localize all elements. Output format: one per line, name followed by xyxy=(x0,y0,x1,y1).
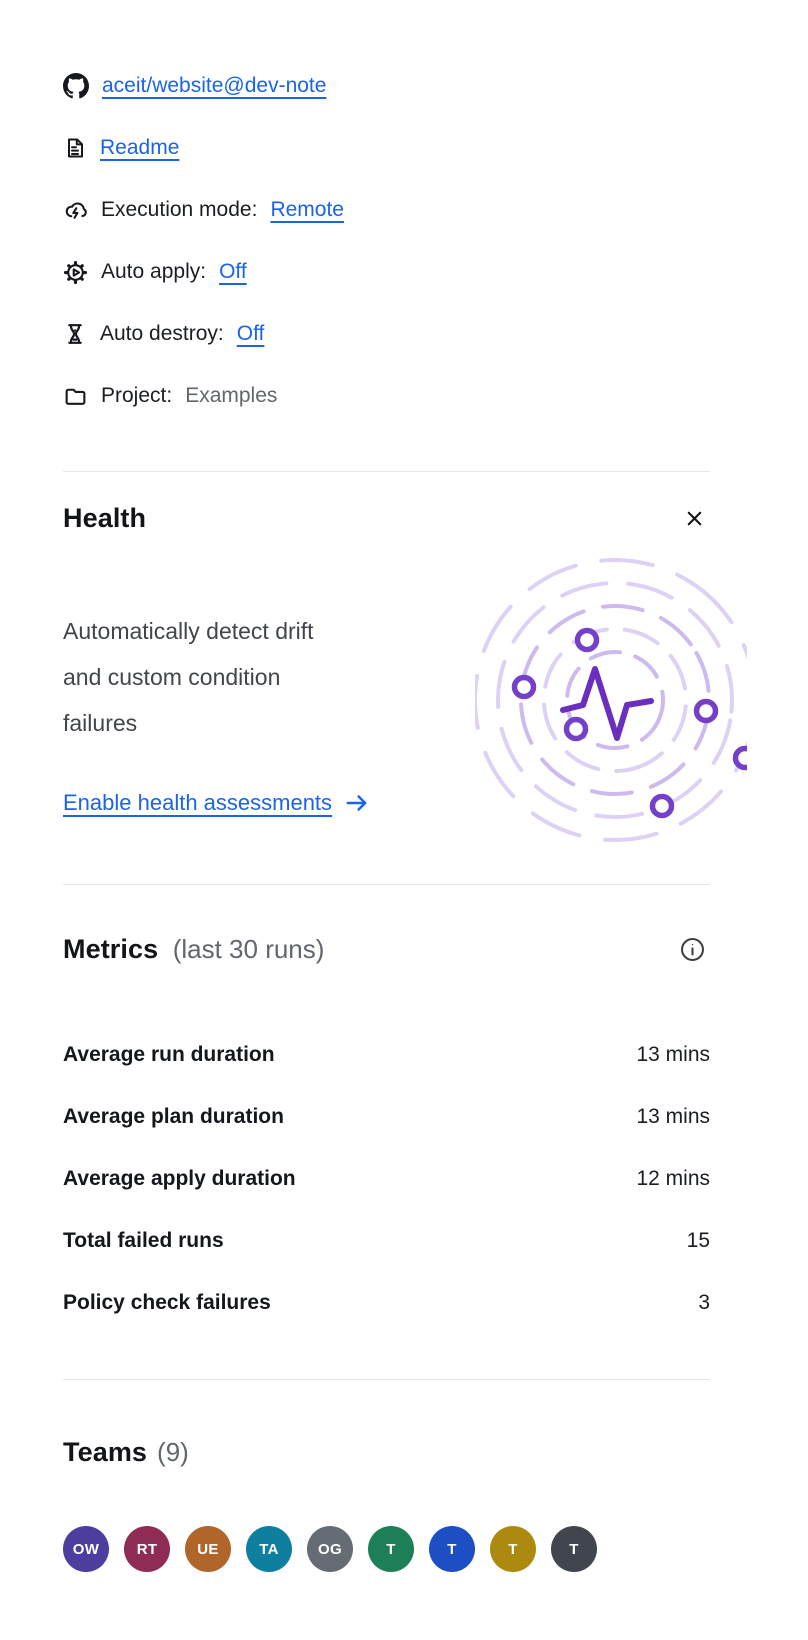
metric-row: Average plan duration 13 mins xyxy=(63,1086,710,1148)
health-description-line: failures xyxy=(63,710,138,736)
metric-row: Policy check failures 3 xyxy=(63,1272,710,1334)
team-avatar[interactable]: RT xyxy=(124,1526,170,1572)
teams-heading: Teams (9) xyxy=(63,1432,710,1472)
execution-mode-row: Execution mode: Remote xyxy=(63,179,710,241)
team-avatar[interactable]: OW xyxy=(63,1526,109,1572)
gear-play-icon xyxy=(63,260,88,284)
auto-apply-row: Auto apply: Off xyxy=(63,241,710,303)
project-value: Examples xyxy=(185,384,278,407)
divider xyxy=(63,884,710,885)
health-section: Health Automatically detect drift and cu… xyxy=(63,498,710,818)
folder-icon xyxy=(65,388,86,405)
teams-count: (9) xyxy=(157,1436,189,1467)
execution-mode-label: Execution mode: xyxy=(101,198,258,221)
health-description: Automatically detect drift and custom co… xyxy=(63,608,463,746)
metrics-table: Average run duration 13 mins Average pla… xyxy=(63,1024,710,1334)
vcs-repo-link[interactable]: aceit/website@dev-note xyxy=(102,74,327,97)
team-avatar[interactable]: T xyxy=(490,1526,536,1572)
info-icon xyxy=(681,937,704,961)
team-avatar[interactable]: OG xyxy=(307,1526,353,1572)
github-icon xyxy=(63,73,89,99)
metric-value: 13 mins xyxy=(636,1043,710,1066)
auto-apply-link[interactable]: Off xyxy=(219,260,247,283)
teams-section: Teams (9) OW RT UE TA OG T T T T xyxy=(63,1432,710,1572)
metrics-section: Metrics (last 30 runs) Average run durat… xyxy=(63,929,710,1334)
readme-file-icon xyxy=(68,138,83,158)
health-title: Health xyxy=(63,502,147,533)
metric-value: 3 xyxy=(698,1291,710,1314)
health-description-line: Automatically detect drift xyxy=(63,618,314,644)
team-avatar[interactable]: T xyxy=(429,1526,475,1572)
arrow-right-icon xyxy=(346,795,367,811)
team-avatar[interactable]: T xyxy=(368,1526,414,1572)
team-avatar[interactable]: UE xyxy=(185,1526,231,1572)
metric-label: Policy check failures xyxy=(63,1291,271,1314)
auto-destroy-link[interactable]: Off xyxy=(236,322,265,345)
metric-row: Average apply duration 12 mins xyxy=(63,1148,710,1210)
vcs-repo-row: aceit/website@dev-note xyxy=(63,55,710,117)
metric-row: Average run duration 13 mins xyxy=(63,1024,710,1086)
metric-label: Average apply duration xyxy=(63,1167,296,1190)
auto-destroy-row: Auto destroy: Off xyxy=(63,303,710,365)
project-label: Project: xyxy=(101,384,173,407)
auto-destroy-label: Auto destroy: xyxy=(100,322,224,345)
divider xyxy=(63,1379,710,1380)
health-description-line: and custom condition xyxy=(63,664,281,690)
team-avatar[interactable]: T xyxy=(551,1526,597,1572)
workspace-details-list: aceit/website@dev-note Readme Execution … xyxy=(63,55,710,427)
metrics-heading: Metrics (last 30 runs) xyxy=(63,934,324,965)
project-row: Project: Examples xyxy=(63,365,710,427)
enable-health-assessments-link[interactable]: Enable health assessments xyxy=(63,790,333,815)
metric-row: Total failed runs 15 xyxy=(63,1210,710,1272)
metrics-title: Metrics xyxy=(63,933,159,964)
teams-avatar-list: OW RT UE TA OG T T T T xyxy=(63,1526,710,1572)
auto-apply-label: Auto apply: xyxy=(101,260,207,283)
execution-mode-link[interactable]: Remote xyxy=(270,198,344,221)
metric-value: 12 mins xyxy=(636,1167,710,1190)
metric-value: 15 xyxy=(686,1229,710,1252)
divider xyxy=(63,471,710,472)
metrics-info-button[interactable] xyxy=(675,932,710,967)
health-dismiss-button[interactable] xyxy=(679,503,710,534)
metric-label: Total failed runs xyxy=(63,1229,224,1252)
metrics-subtitle: (last 30 runs) xyxy=(172,933,325,964)
x-icon xyxy=(687,511,702,525)
team-avatar[interactable]: TA xyxy=(246,1526,292,1572)
metric-label: Average plan duration xyxy=(63,1105,284,1128)
readme-link[interactable]: Readme xyxy=(100,136,180,159)
hourglass-icon xyxy=(68,324,82,344)
metric-label: Average run duration xyxy=(63,1043,275,1066)
cloud-lightning-icon xyxy=(65,201,87,220)
readme-row: Readme xyxy=(63,117,710,179)
teams-title: Teams xyxy=(63,1436,148,1467)
metric-value: 13 mins xyxy=(636,1105,710,1128)
